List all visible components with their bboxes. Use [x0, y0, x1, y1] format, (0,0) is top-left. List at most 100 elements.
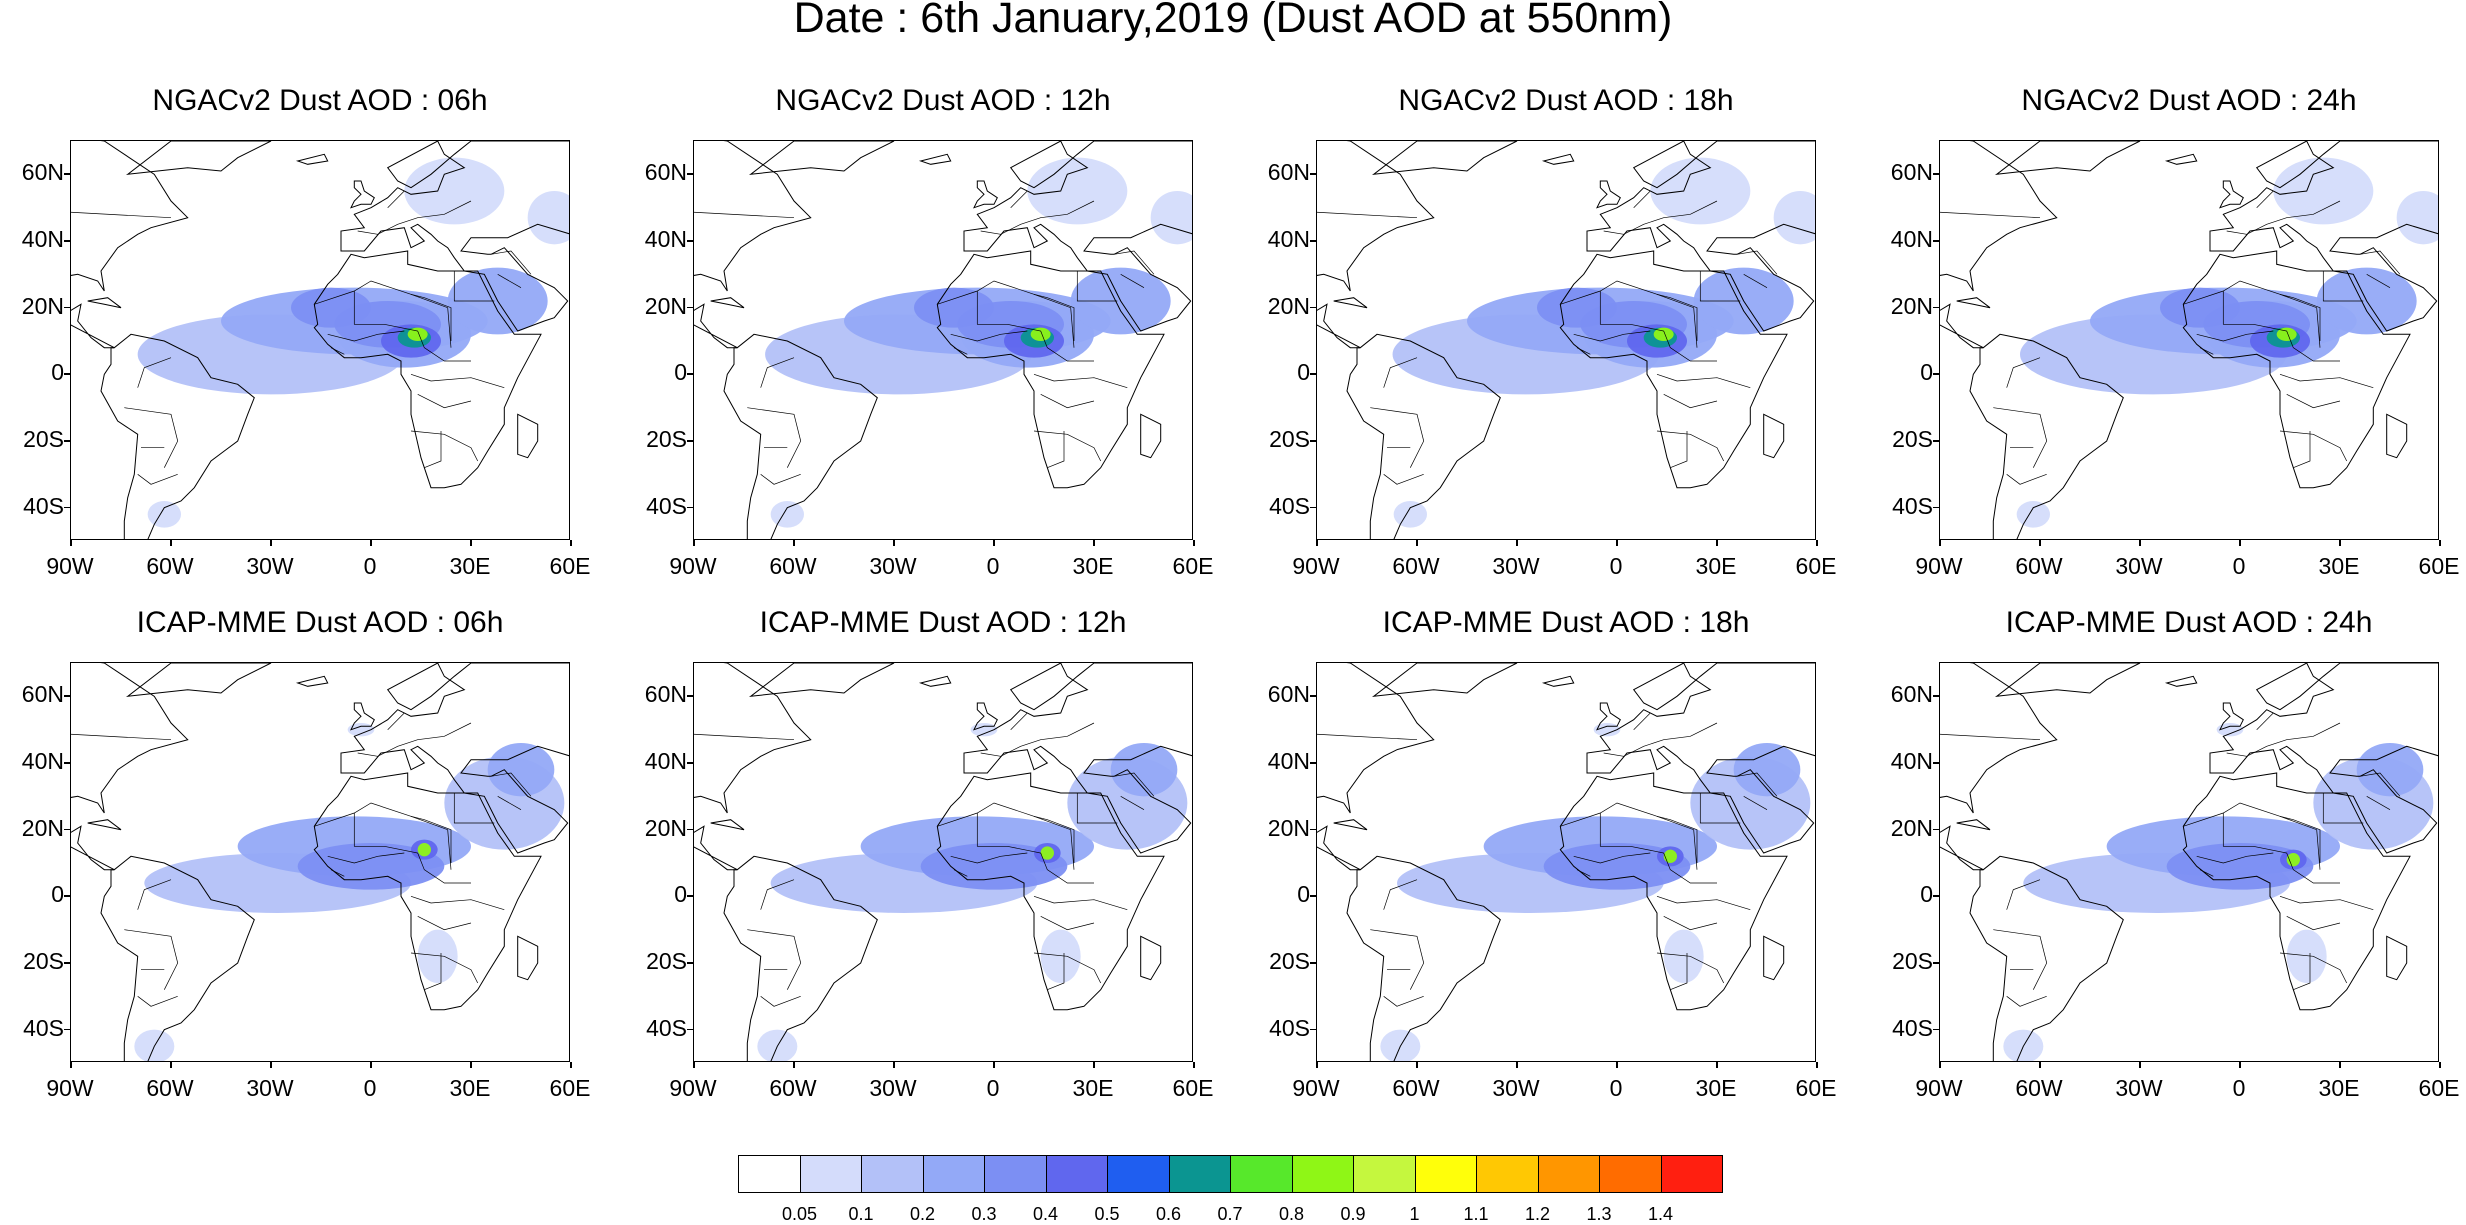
y-tick	[1933, 373, 1939, 375]
x-tick	[1816, 1062, 1818, 1068]
country-border	[1383, 357, 1418, 388]
country-border	[1656, 293, 1698, 341]
y-tick	[1933, 173, 1939, 175]
country-border	[410, 373, 505, 389]
x-tick-label: 30W	[869, 553, 917, 579]
country-border	[2279, 952, 2348, 984]
y-tick-label: 20N	[1890, 814, 1933, 841]
dust-contour-region	[1027, 157, 1128, 225]
y-tick-label: 40S	[1269, 492, 1310, 519]
y-tick-label: 40N	[644, 748, 687, 774]
panel-title: NGACv2 Dust AOD : 06h	[152, 84, 488, 117]
colorbar-label: 0.5	[1094, 1204, 1120, 1224]
y-tick-label: 40S	[646, 492, 687, 519]
country-border	[1010, 712, 1028, 730]
country-border	[950, 330, 1028, 342]
country-border	[1736, 772, 1778, 797]
x-tick	[1516, 540, 1518, 546]
coastline	[1346, 333, 1501, 539]
coastline	[1586, 663, 1815, 854]
x-tick	[1816, 540, 1818, 546]
coastline	[340, 141, 569, 332]
x-tick-label: 60E	[1795, 553, 1837, 579]
colorbar-label: 1.4	[1647, 1204, 1674, 1224]
country-border	[1736, 250, 1778, 275]
y-tick-label: 20N	[644, 814, 687, 841]
country-border	[694, 211, 795, 219]
x-tick	[270, 1062, 272, 1068]
y-tick-label: 20N	[21, 814, 64, 841]
country-border	[1940, 211, 2041, 219]
dust-contour-region	[2276, 327, 2297, 341]
x-tick	[1716, 540, 1718, 546]
country-border	[2279, 815, 2321, 863]
dust-contour-region	[2396, 191, 2438, 245]
coastline	[2219, 180, 2244, 209]
coastline	[295, 675, 329, 687]
x-tick-label: 60W	[769, 553, 817, 579]
y-tick	[64, 240, 70, 242]
country-border	[2286, 915, 2341, 931]
x-tick	[370, 1062, 372, 1068]
panel-title: ICAP-MME Dust AOD : 24h	[2005, 606, 2373, 639]
country-border	[2196, 852, 2274, 864]
country-border	[2222, 291, 2340, 362]
figure-title: Date : 6th January,2019 (Dust AOD at 550…	[793, 0, 1673, 42]
country-border	[976, 813, 1094, 884]
coastline	[936, 772, 1165, 1011]
country-border	[2279, 373, 2374, 389]
y-tick-label: 20S	[1269, 948, 1310, 974]
x-tick	[2239, 540, 2241, 546]
country-border	[2279, 293, 2321, 341]
x-tick	[1193, 1062, 1195, 1068]
coastline	[694, 663, 812, 871]
country-border	[314, 280, 452, 348]
map-panel: ICAP-MME Dust AOD : 12h 60N 40N 20N 0 20S 40S 9…	[623, 522, 1214, 1100]
colorbar-swatch	[1291, 1155, 1354, 1193]
panel-title: ICAP-MME Dust AOD : 18h	[1382, 606, 1750, 639]
colorbar-swatch	[1230, 1155, 1293, 1193]
x-tick-label: 30E	[2318, 553, 2360, 579]
coastline	[2219, 702, 2244, 731]
x-tick-label: 30E	[1695, 553, 1737, 579]
x-tick	[1516, 1062, 1518, 1068]
y-tick	[1933, 240, 1939, 242]
y-tick-label: 0	[51, 881, 64, 908]
x-tick-label: 60E	[549, 553, 591, 579]
x-tick-label: 60E	[1172, 553, 1214, 579]
country-border	[980, 722, 1095, 757]
country-border	[760, 473, 801, 485]
x-tick	[1093, 540, 1095, 546]
country-border	[2293, 431, 2311, 469]
country-border	[410, 430, 479, 462]
x-tick-label: 0	[1609, 553, 1623, 579]
y-tick-label: 20N	[21, 292, 64, 319]
y-tick-label: 60N	[644, 681, 687, 708]
dust-aod-map	[1317, 141, 1815, 539]
country-border	[1576, 869, 1591, 877]
country-border	[1663, 915, 1718, 931]
country-border	[1040, 393, 1095, 409]
x-tick	[693, 540, 695, 546]
coastline	[340, 663, 569, 854]
country-border	[1040, 915, 1095, 931]
x-tick-label: 60W	[146, 553, 194, 579]
y-tick-label: 40S	[1892, 492, 1933, 519]
country-border	[1599, 813, 1717, 884]
y-tick	[64, 173, 70, 175]
country-border	[1573, 330, 1651, 342]
x-tick-label: 90W	[669, 553, 717, 579]
y-tick	[1310, 962, 1316, 964]
country-border	[330, 347, 345, 355]
x-tick	[2039, 540, 2041, 546]
country-border	[2226, 200, 2341, 235]
x-tick	[1939, 1062, 1941, 1068]
coastline	[1763, 413, 1785, 459]
dust-aod-map	[71, 141, 569, 539]
y-tick	[687, 173, 693, 175]
coastline	[517, 413, 539, 459]
colorbar-swatch	[922, 1155, 985, 1193]
dust-contour-region	[1663, 849, 1677, 863]
y-tick-label: 20S	[1269, 426, 1310, 452]
x-tick	[1316, 540, 1318, 546]
